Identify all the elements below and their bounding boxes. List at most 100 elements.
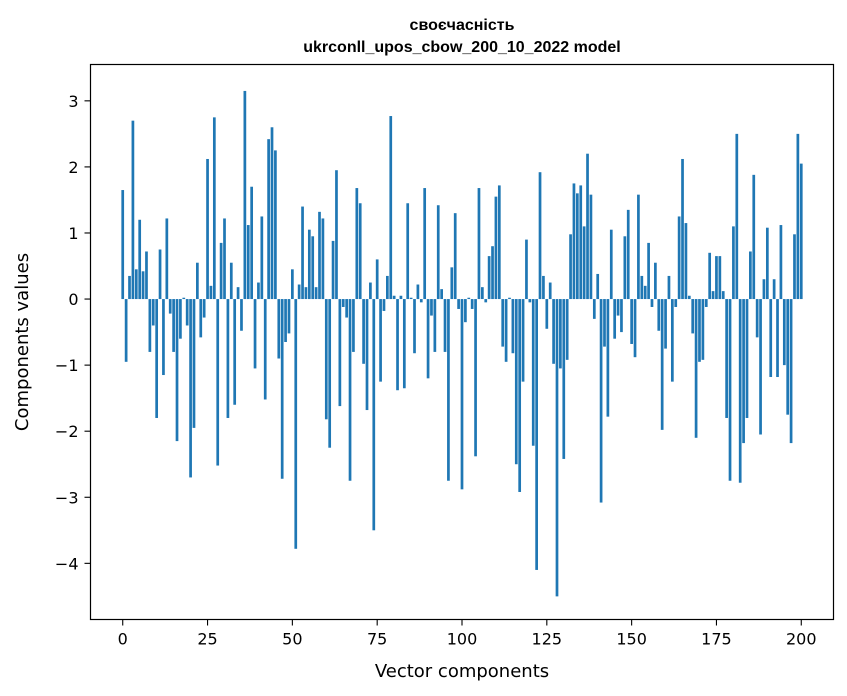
- bar-16: [175, 299, 179, 442]
- x-axis-label: Vector components: [375, 661, 549, 682]
- bar-191: [769, 299, 773, 378]
- bar-51: [294, 299, 298, 549]
- bar-132: [569, 234, 572, 300]
- bar-56: [311, 236, 315, 300]
- bar-175: [715, 256, 718, 300]
- bar-58: [318, 211, 321, 300]
- bar-154: [643, 285, 647, 300]
- bar-123: [538, 172, 542, 300]
- bar-37: [246, 225, 250, 300]
- chart-subtitle: ukrconll_upos_cbow_200_10_2022 model: [303, 39, 620, 56]
- bar-41: [260, 216, 264, 300]
- bar-172: [704, 299, 708, 307]
- bar-98: [453, 213, 457, 300]
- bar-32: [229, 262, 233, 300]
- bar-95: [443, 299, 447, 352]
- bar-147: [620, 299, 623, 333]
- bar-90: [426, 299, 430, 379]
- bar-179: [728, 299, 732, 481]
- bar-176: [718, 256, 722, 300]
- bar-53: [301, 206, 304, 300]
- bar-0: [121, 190, 125, 300]
- bar-151: [633, 299, 637, 358]
- bar-31: [226, 299, 230, 418]
- y-tick-label: −4: [55, 554, 79, 573]
- bar-115: [511, 299, 515, 354]
- x-tick-label: 25: [197, 630, 217, 649]
- bar-4: [134, 269, 138, 300]
- bar-59: [321, 218, 325, 300]
- bar-155: [647, 242, 650, 300]
- bar-110: [494, 196, 498, 300]
- y-tick-label: 2: [68, 158, 78, 177]
- bar-142: [603, 299, 606, 347]
- bar-79: [389, 116, 393, 300]
- bar-183: [742, 299, 745, 444]
- bar-67: [348, 299, 352, 481]
- bar-42: [263, 299, 267, 400]
- bar-34: [236, 287, 240, 300]
- bar-26: [209, 285, 213, 300]
- y-tick-label: −2: [55, 422, 79, 441]
- bar-75: [375, 259, 379, 300]
- x-tick-label: 125: [532, 630, 563, 649]
- bar-57: [314, 287, 318, 300]
- bar-164: [677, 216, 681, 300]
- bar-193: [776, 299, 779, 378]
- bar-120: [528, 299, 532, 303]
- bar-66: [345, 299, 348, 318]
- bar-124: [542, 275, 545, 300]
- bar-1: [124, 299, 128, 362]
- bar-111: [497, 185, 501, 300]
- bar-122: [535, 299, 538, 570]
- bar-81: [396, 299, 399, 391]
- bar-49: [287, 299, 291, 334]
- bar-138: [589, 194, 593, 300]
- bar-181: [735, 133, 739, 300]
- y-tick-label: −3: [55, 488, 79, 507]
- bar-145: [613, 299, 617, 339]
- bar-96: [447, 299, 450, 481]
- bar-161: [667, 275, 671, 300]
- y-tick-label: 1: [68, 224, 78, 243]
- bar-12: [162, 299, 165, 376]
- bar-22: [196, 262, 199, 300]
- bar-182: [738, 299, 742, 483]
- plot-frame: [89, 63, 835, 621]
- bar-77: [382, 299, 386, 311]
- bar-163: [674, 299, 678, 307]
- bars-group: [121, 90, 803, 597]
- bar-3: [131, 120, 135, 300]
- bar-62: [331, 240, 335, 300]
- bar-55: [307, 229, 311, 300]
- bar-35: [240, 299, 243, 331]
- bar-168: [691, 299, 695, 334]
- bar-27: [212, 117, 216, 300]
- bar-162: [670, 299, 674, 382]
- bar-89: [423, 188, 427, 300]
- bar-25: [206, 158, 209, 300]
- bar-23: [199, 299, 203, 338]
- bar-116: [514, 299, 518, 465]
- bar-83: [402, 299, 406, 389]
- bar-39: [253, 299, 257, 369]
- bar-143: [606, 299, 610, 417]
- x-tick-label: 75: [367, 630, 387, 649]
- bar-118: [521, 299, 525, 382]
- bar-92: [433, 299, 437, 352]
- bar-100: [460, 299, 464, 490]
- y-tick-label: 3: [68, 92, 78, 111]
- bar-166: [684, 223, 688, 300]
- bar-17: [179, 299, 182, 339]
- bar-146: [616, 299, 620, 316]
- bar-173: [708, 252, 712, 300]
- bar-93: [436, 205, 440, 300]
- bar-71: [362, 299, 365, 364]
- bar-38: [250, 186, 254, 300]
- bar-109: [491, 246, 494, 300]
- bar-156: [650, 299, 654, 307]
- bar-7: [145, 251, 148, 300]
- bar-45: [274, 150, 277, 300]
- bar-119: [525, 239, 528, 300]
- bar-101: [464, 299, 467, 323]
